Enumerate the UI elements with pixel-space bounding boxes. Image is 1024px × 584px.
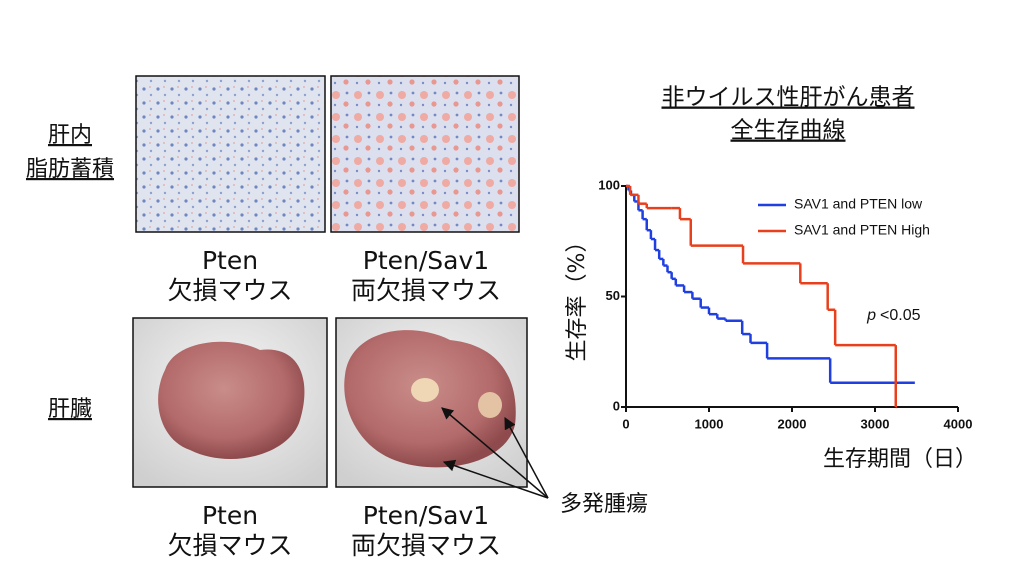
column-label: Pten bbox=[202, 501, 258, 530]
x-tick-label: 2000 bbox=[778, 416, 807, 431]
annotation: <0.05 bbox=[880, 307, 921, 324]
row-label: 肝臓 bbox=[48, 397, 92, 422]
tumor bbox=[478, 392, 502, 418]
liver-images bbox=[132, 317, 528, 488]
y-tick-label: 50 bbox=[606, 288, 620, 303]
annotation-p: p bbox=[866, 307, 876, 324]
column-label: 欠損マウス bbox=[167, 531, 292, 560]
column-label: Pten/Sav1 bbox=[363, 501, 489, 530]
arrow bbox=[442, 459, 549, 499]
image-pten-sav1-stain bbox=[330, 75, 520, 233]
column-label: Pten/Sav1 bbox=[363, 246, 489, 275]
legend-label: SAV1 and PTEN High bbox=[794, 222, 930, 238]
column-label: Pten bbox=[202, 246, 258, 275]
column-label: 欠損マウス bbox=[167, 276, 292, 305]
column-label: 両欠損マウス bbox=[351, 276, 501, 305]
arrow bbox=[441, 407, 549, 499]
x-tick-label: 1000 bbox=[695, 416, 724, 431]
image-pten-stain bbox=[135, 75, 326, 233]
y-axis-title: 生存率（%） bbox=[565, 231, 590, 362]
arrow bbox=[504, 416, 549, 499]
x-axis-title: 生存期間（日） bbox=[823, 447, 977, 472]
histology-images bbox=[135, 75, 520, 233]
legend-label: SAV1 and PTEN low bbox=[794, 196, 923, 212]
x-tick-label: 4000 bbox=[944, 416, 973, 431]
y-tick-label: 0 bbox=[613, 398, 620, 413]
tumor-arrows bbox=[441, 407, 549, 499]
x-tick-label: 3000 bbox=[861, 416, 890, 431]
y-tick-label: 100 bbox=[598, 177, 620, 192]
column-label: 両欠損マウス bbox=[351, 531, 501, 560]
chart-title: 非ウイルス性肝がん患者 bbox=[662, 85, 915, 111]
tumor bbox=[411, 378, 439, 402]
liver-shape bbox=[158, 341, 305, 459]
x-tick-label: 0 bbox=[622, 416, 629, 431]
row-label: 脂肪蓄積 bbox=[26, 157, 114, 182]
row-label: 肝内 bbox=[48, 123, 92, 148]
tumor-label: 多発腫瘍 bbox=[560, 492, 648, 517]
chart-title: 全生存曲線 bbox=[731, 118, 846, 144]
